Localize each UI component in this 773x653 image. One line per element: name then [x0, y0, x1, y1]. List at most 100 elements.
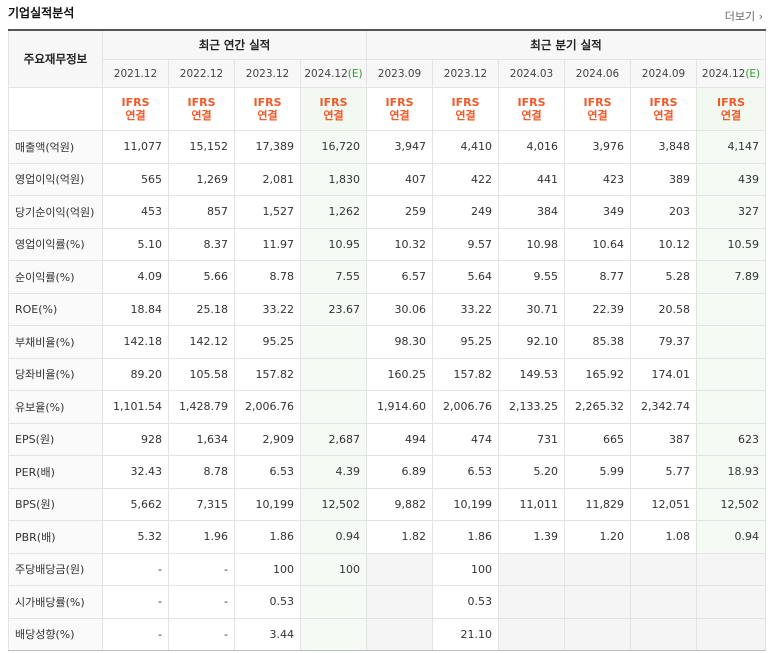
- value-cell: 6.57: [366, 260, 433, 294]
- period-header-annual: 2021.12: [102, 59, 169, 88]
- value-cell: 2,265.32: [564, 390, 631, 424]
- value-cell: [366, 617, 433, 651]
- value-cell: 12,502: [695, 487, 767, 521]
- value-cell: 142.18: [102, 325, 169, 359]
- value-cell: 3,976: [564, 130, 631, 164]
- estimate-mark: (E): [745, 67, 761, 80]
- value-cell: 10.12: [630, 227, 697, 261]
- row-label: PER(배): [8, 455, 103, 489]
- value-cell: 100: [432, 552, 499, 586]
- value-cell: [300, 357, 367, 391]
- value-cell: 2,006.76: [234, 390, 301, 424]
- value-cell: 7,315: [168, 487, 235, 521]
- page-title: 기업실적분석: [8, 6, 75, 20]
- basis-standard: IFRS: [649, 96, 678, 109]
- basis-standard: IFRS: [717, 96, 746, 109]
- row-label: 순이익률(%): [8, 260, 103, 294]
- value-cell: 17,389: [234, 130, 301, 164]
- value-cell: 8.77: [564, 260, 631, 294]
- value-cell: 3.44: [234, 617, 301, 651]
- value-cell: 1,830: [300, 162, 367, 196]
- period-label: 2023.12: [443, 67, 488, 80]
- basis-cell: IFRS 연결: [300, 87, 367, 131]
- value-cell: 5.77: [630, 455, 697, 489]
- period-label: 2024.09: [641, 67, 686, 80]
- basis-consolidation: 연결: [455, 109, 476, 122]
- value-cell: 1.86: [234, 520, 301, 554]
- value-cell: 249: [432, 195, 499, 229]
- value-cell: 0.94: [695, 520, 767, 554]
- value-cell: 422: [432, 162, 499, 196]
- value-cell: 2,006.76: [432, 390, 499, 424]
- value-cell: [300, 617, 367, 651]
- row-label: 영업이익(억원): [8, 162, 103, 196]
- period-header-annual: 2022.12: [168, 59, 235, 88]
- more-link[interactable]: 더보기 ›: [725, 8, 763, 24]
- value-cell: 0.53: [234, 585, 301, 619]
- value-cell: 20.58: [630, 292, 697, 326]
- value-cell: 5.28: [630, 260, 697, 294]
- value-cell: [498, 617, 565, 651]
- period-label: 2021.12: [113, 67, 158, 80]
- period-label: 2024.03: [509, 67, 554, 80]
- value-cell: 1,428.79: [168, 390, 235, 424]
- table-row: 순이익률(%) 4.09 5.66 8.78 7.55 6.57 5.64 9.55 8.77 5…: [8, 260, 767, 294]
- value-cell: 565: [102, 162, 169, 196]
- table-row: 영업이익률(%) 5.10 8.37 11.97 10.95 10.32 9.57 10.98…: [8, 227, 767, 261]
- basis-consolidation: 연결: [521, 109, 542, 122]
- value-cell: 8.37: [168, 227, 235, 261]
- value-cell: [300, 325, 367, 359]
- value-cell: [366, 552, 433, 586]
- value-cell: 474: [432, 422, 499, 456]
- value-cell: 142.12: [168, 325, 235, 359]
- label-column-header: 주요재무정보: [8, 29, 103, 88]
- value-cell: 8.78: [234, 260, 301, 294]
- value-cell: 22.39: [564, 292, 631, 326]
- value-cell: -: [168, 585, 235, 619]
- value-cell: 7.55: [300, 260, 367, 294]
- value-cell: 259: [366, 195, 433, 229]
- row-label: 주당배당금(원): [8, 552, 103, 586]
- value-cell: 2,081: [234, 162, 301, 196]
- value-cell: 1.08: [630, 520, 697, 554]
- basis-consolidation: 연결: [125, 109, 146, 122]
- value-cell: [564, 552, 631, 586]
- basis-standard: IFRS: [517, 96, 546, 109]
- row-label: 시가배당률(%): [8, 585, 103, 619]
- basis-cell: IFRS 연결: [564, 87, 631, 131]
- basis-cell: IFRS 연결: [234, 87, 301, 131]
- value-cell: 11,077: [102, 130, 169, 164]
- value-cell: 5.99: [564, 455, 631, 489]
- value-cell: 6.53: [432, 455, 499, 489]
- value-cell: 11,829: [564, 487, 631, 521]
- basis-consolidation: 연결: [720, 109, 742, 122]
- table-row: 주당배당금(원) - -100 100 100: [8, 552, 767, 586]
- table-row: EPS(원) 928 1,634 2,909 2,687 494 474 731 665 387 6…: [8, 422, 767, 456]
- value-cell: [695, 325, 767, 359]
- value-cell: 5.20: [498, 455, 565, 489]
- value-cell: 12,502: [300, 487, 367, 521]
- table-row: 부채비율(%) 142.18 142.12 95.25 98.30 95.25 92.10 8…: [8, 325, 767, 359]
- value-cell: 441: [498, 162, 565, 196]
- value-cell: 149.53: [498, 357, 565, 391]
- value-cell: 165.92: [564, 357, 631, 391]
- value-cell: [695, 552, 767, 586]
- value-cell: 10.95: [300, 227, 367, 261]
- value-cell: 1,527: [234, 195, 301, 229]
- row-label: ROE(%): [8, 292, 103, 326]
- value-cell: 731: [498, 422, 565, 456]
- value-cell: 95.25: [234, 325, 301, 359]
- value-cell: 349: [564, 195, 631, 229]
- value-cell: 10.59: [695, 227, 767, 261]
- basis-standard: IFRS: [319, 96, 348, 109]
- value-cell: 89.20: [102, 357, 169, 391]
- basis-cell: IFRS 연결: [366, 87, 433, 131]
- period-header-quarter: 2024.06: [564, 59, 631, 88]
- financial-table: 주요재무정보 최근 연간 실적 최근 분기 실적 2021.12 2022.12 2…: [8, 29, 767, 651]
- table-row: BPS(원) 5,662 7,315 10,199 12,502 9,882 10,199 1…: [8, 487, 767, 521]
- value-cell: 10.64: [564, 227, 631, 261]
- value-cell: 105.58: [168, 357, 235, 391]
- value-cell: 10,199: [234, 487, 301, 521]
- row-label: BPS(원): [8, 487, 103, 521]
- row-label: 당기순이익(억원): [8, 195, 103, 229]
